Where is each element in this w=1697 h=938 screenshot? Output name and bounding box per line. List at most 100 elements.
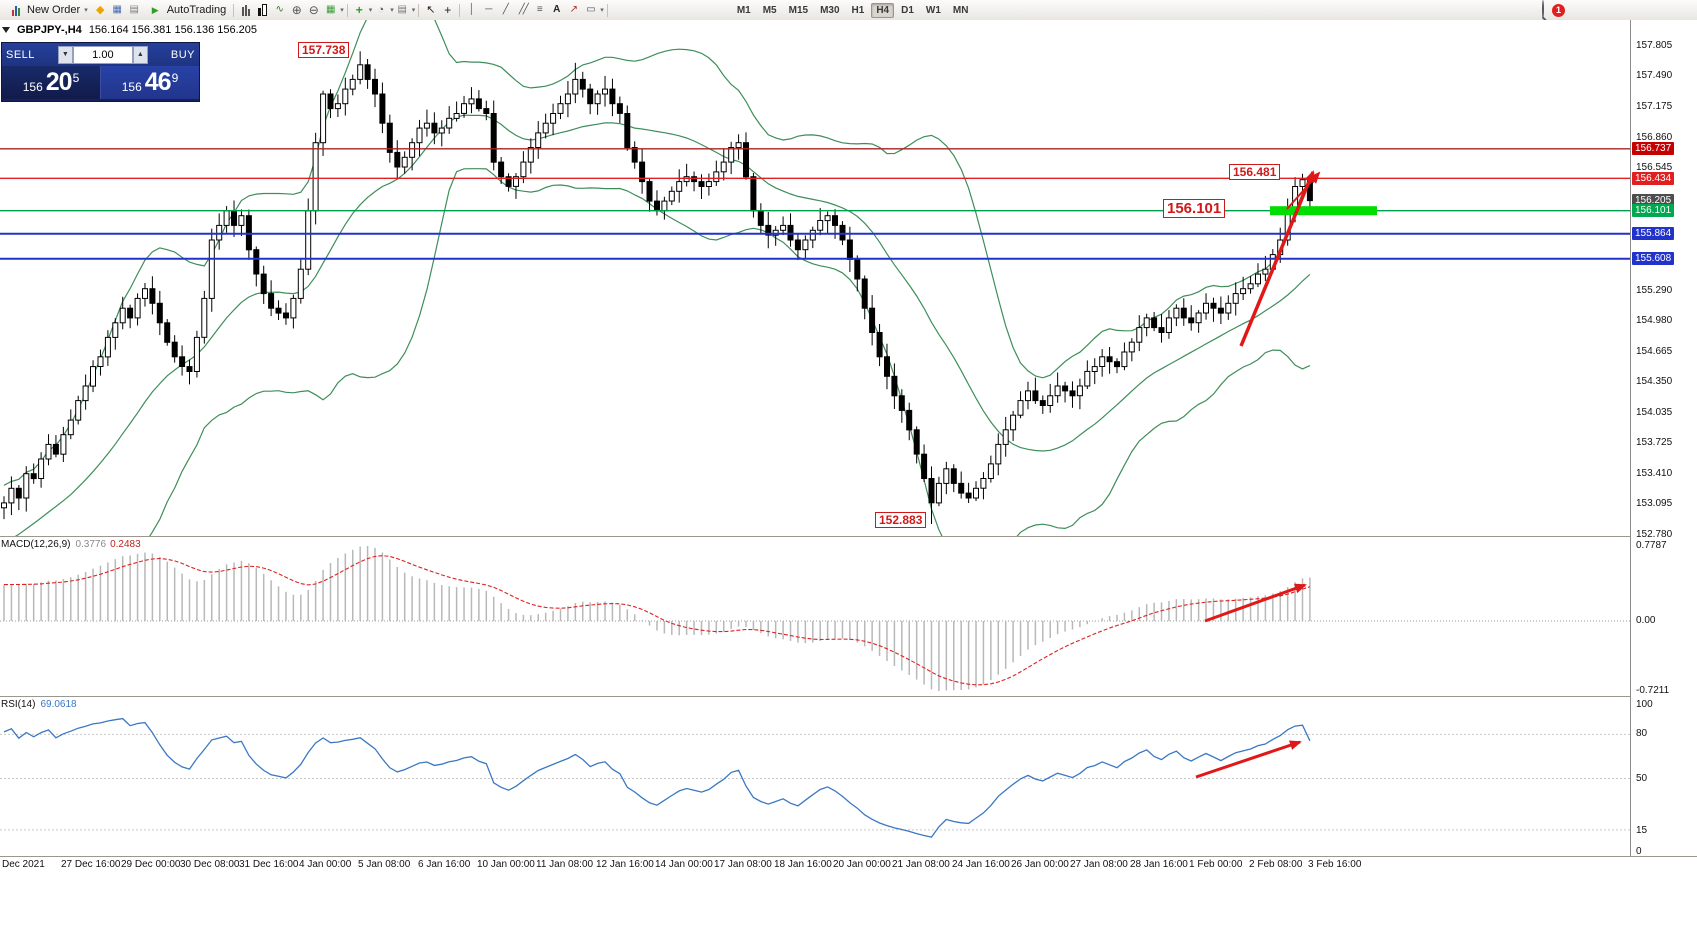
candle-body	[394, 151, 401, 168]
rsi-subwindow[interactable]: RSI(14) 69.0618	[0, 697, 1630, 855]
candle-body	[1195, 312, 1202, 324]
horizontal-line-tool-icon[interactable]: ─	[485, 4, 493, 15]
candle-body	[149, 288, 156, 304]
mql-wizard-icon[interactable]: ◆	[95, 3, 105, 16]
candle-body	[475, 98, 482, 110]
volume-input[interactable]	[72, 45, 133, 64]
price-tick: 155.290	[1636, 285, 1673, 296]
time-axis[interactable]: Dec 2021 27 Dec 16:00 29 Dec 00:00 30 Dec 0…	[0, 857, 1697, 875]
crosshair-icon[interactable]: +	[444, 3, 452, 17]
candle-body	[995, 443, 1002, 465]
rsi-value: 69.0618	[40, 699, 77, 710]
timeframe-m30[interactable]: M30	[820, 4, 840, 16]
candle-body	[1210, 302, 1217, 309]
candle-body	[757, 210, 764, 226]
candle-body	[268, 293, 275, 309]
arrows-tool-icon[interactable]: ↗	[569, 4, 578, 15]
price-tick: 154.980	[1636, 315, 1673, 326]
templates-icon[interactable]: ▤	[397, 4, 407, 15]
candle-body	[572, 78, 579, 95]
chart-bars-icon[interactable]	[237, 3, 254, 18]
candle-body	[1106, 356, 1113, 363]
candle-body	[461, 103, 467, 114]
periods-icon[interactable]: ◔	[377, 3, 385, 16]
candle-body	[928, 478, 935, 504]
timeframe-w1[interactable]: W1	[925, 4, 941, 16]
autotrading-button[interactable]: ▶ AutoTrading	[143, 2, 231, 19]
trendline-tool-icon[interactable]: ╱	[502, 4, 509, 15]
zoom-out-icon[interactable]: ⊖	[308, 3, 319, 17]
price-chart[interactable]: GBPJPY-,H4 156.164 156.381 156.136 156.2…	[0, 20, 1630, 536]
volume-down-button[interactable]: ▼	[57, 45, 73, 64]
price-tick: 157.175	[1636, 101, 1673, 112]
candle-body	[839, 224, 846, 241]
candle-body	[483, 108, 490, 114]
indicators-icon[interactable]: +	[355, 3, 363, 17]
macd-subwindow[interactable]: MACD(12,26,9) 0.3776 0.2483	[0, 537, 1630, 695]
buy-button[interactable]: 156 46 9	[100, 66, 199, 99]
price-tag-156.737: 156.737	[1632, 142, 1675, 155]
candle-body	[794, 239, 801, 251]
text-tool-icon[interactable]: A	[553, 4, 561, 15]
candle-body	[587, 88, 594, 105]
candle-body	[498, 161, 505, 178]
timeframe-h4[interactable]: H4	[871, 2, 895, 18]
cursor-icon[interactable]: ↖	[426, 3, 436, 16]
macd-plot[interactable]	[0, 537, 1630, 695]
timeframe-d1[interactable]: D1	[901, 4, 914, 16]
data-window-icon[interactable]: ▤	[129, 4, 139, 15]
candle-body	[490, 113, 497, 163]
shapes-tool-icon[interactable]: ▭	[586, 4, 596, 15]
vertical-line-tool-icon[interactable]: │	[468, 4, 475, 15]
sell-button[interactable]: 156 20 5	[2, 66, 100, 99]
candle-body	[728, 147, 735, 163]
macd-signal-line	[3, 555, 1311, 686]
splitter-rsi-timeaxis[interactable]	[0, 856, 1697, 857]
candle-body	[305, 210, 312, 270]
candle-body	[750, 176, 757, 212]
charts-window-icon[interactable]: ▦	[112, 4, 122, 15]
candle-body	[23, 473, 30, 499]
fibonacci-tool-icon[interactable]: ≡	[536, 4, 543, 15]
candle-body	[1062, 385, 1069, 392]
buy-label: BUY	[170, 48, 195, 61]
macd-axis-tick: 0.7787	[1636, 540, 1667, 551]
tile-windows-icon[interactable]: ▦	[326, 4, 336, 15]
candle-body	[1084, 370, 1091, 387]
toolbar-separator	[233, 3, 235, 17]
notification-badge[interactable]: 1	[1552, 3, 1565, 17]
chart-candles-icon[interactable]	[254, 3, 271, 18]
splitter-macd-rsi[interactable]	[0, 696, 1697, 697]
candle-body	[423, 122, 430, 129]
timeframe-m5[interactable]: M5	[762, 4, 777, 16]
search-icon[interactable]	[1542, 0, 1544, 19]
candle-body	[409, 142, 416, 158]
channel-tool-icon[interactable]: ╱╱	[518, 4, 529, 15]
timeframe-m1[interactable]: M1	[736, 4, 751, 16]
volume-up-button[interactable]: ▲	[132, 45, 148, 64]
candle-body	[1054, 385, 1061, 397]
toolbar-separator	[418, 3, 420, 17]
candle-body	[1299, 179, 1306, 187]
rsi-plot[interactable]	[0, 697, 1630, 855]
green-highlight-bar	[1270, 206, 1377, 216]
candle-body	[646, 181, 653, 202]
candle-body	[1173, 307, 1180, 319]
candle-body	[334, 103, 341, 110]
candlestick-plot[interactable]	[0, 20, 1630, 536]
rsi-label: RSI(14) 69.0618	[1, 699, 77, 710]
price-axis[interactable]: 157.805 157.490 157.175 156.860 156.545 155.2…	[1630, 20, 1697, 857]
timeframe-m15[interactable]: M15	[788, 4, 809, 16]
one-click-collapse-icon[interactable]	[2, 27, 10, 33]
chart-line-icon[interactable]: ∿	[275, 4, 284, 15]
zoom-in-icon[interactable]: ⊕	[291, 3, 302, 17]
splitter-main-macd[interactable]	[0, 536, 1697, 537]
indicators-caret-icon: ▾	[368, 7, 373, 14]
candle-body	[743, 142, 749, 178]
timeframe-mn[interactable]: MN	[952, 4, 969, 16]
new-order-button[interactable]: New Order ▾	[3, 2, 92, 19]
candle-body	[97, 356, 104, 367]
candle-body	[602, 88, 608, 95]
candle-body	[416, 127, 423, 144]
timeframe-h1[interactable]: H1	[851, 4, 865, 16]
